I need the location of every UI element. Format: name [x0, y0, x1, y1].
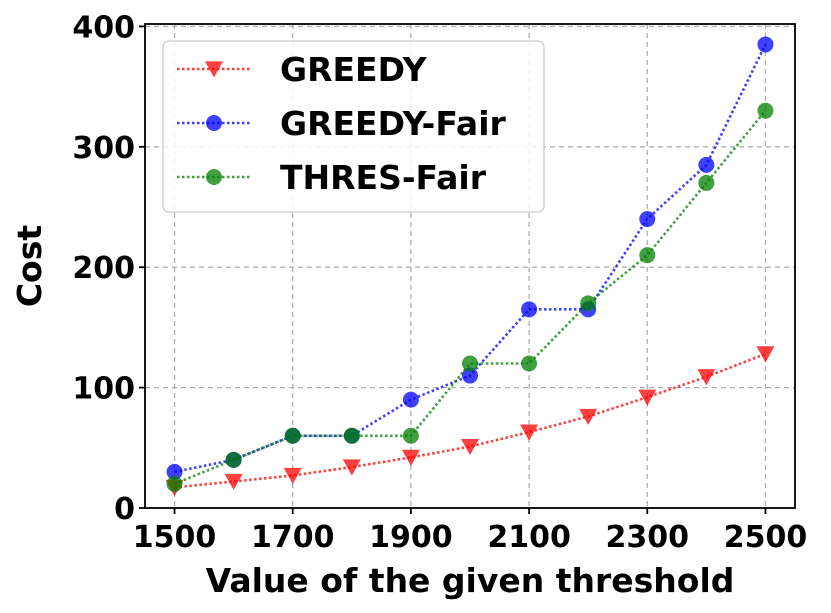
series-line — [174, 109, 767, 486]
data-point — [579, 408, 598, 426]
series-layer — [165, 36, 775, 497]
data-point — [284, 427, 301, 444]
legend: GREEDY GREEDY-Fair THRES-Fair — [162, 40, 545, 213]
legend-box — [162, 40, 545, 213]
data-point — [520, 424, 539, 441]
y-tick-label: 300 — [72, 131, 135, 166]
legend-entry: THRES-Fair — [177, 158, 487, 197]
axis-ticks: 1500 1700 1900 2100 2300 2500 0 100 200 300 400 — [72, 10, 807, 555]
data-point — [698, 174, 715, 191]
data-point — [401, 449, 420, 466]
legend-label: GREEDY-Fair — [280, 104, 507, 143]
data-point — [462, 355, 478, 372]
data-point — [461, 438, 479, 456]
data-point — [342, 459, 361, 476]
data-point — [402, 391, 419, 408]
x-tick-label: 2500 — [724, 520, 808, 555]
data-point — [462, 367, 478, 384]
data-point — [756, 346, 775, 363]
legend-label: GREEDY — [280, 50, 428, 89]
legend-entry: GREEDY-Fair — [177, 104, 507, 143]
y-tick-label: 100 — [72, 372, 135, 407]
series-thres-fair — [166, 102, 774, 492]
x-tick-label: 1700 — [251, 520, 335, 555]
data-point — [638, 389, 657, 406]
x-axis-title: Value of the given threshold — [206, 561, 735, 600]
legend-entry: GREEDY — [177, 50, 428, 89]
y-tick-label: 400 — [72, 10, 135, 45]
data-point — [521, 301, 538, 318]
x-tick-label: 2100 — [487, 520, 571, 555]
legend-label: THRES-Fair — [280, 158, 487, 197]
legend-marker — [206, 169, 222, 185]
data-point — [521, 355, 538, 372]
y-axis-title: Cost — [10, 225, 49, 308]
data-point — [166, 475, 183, 492]
data-point — [225, 451, 242, 468]
data-point — [639, 247, 656, 264]
legend-marker — [205, 61, 223, 78]
data-point — [166, 463, 183, 480]
data-point — [757, 36, 774, 53]
data-point — [224, 473, 243, 491]
y-tick-label: 0 — [114, 492, 135, 527]
data-point — [343, 427, 360, 444]
x-tick-label: 1500 — [133, 520, 217, 555]
data-point — [639, 211, 656, 228]
data-point — [402, 427, 419, 444]
data-point — [757, 102, 774, 119]
y-tick-label: 200 — [72, 251, 135, 286]
plot-frame — [144, 23, 796, 509]
data-point — [580, 295, 597, 312]
x-tick-label: 2300 — [606, 520, 690, 555]
x-tick-label: 1900 — [369, 520, 453, 555]
data-point — [698, 156, 715, 173]
data-point — [283, 467, 302, 485]
data-point — [697, 369, 716, 386]
legend-marker — [206, 115, 222, 131]
